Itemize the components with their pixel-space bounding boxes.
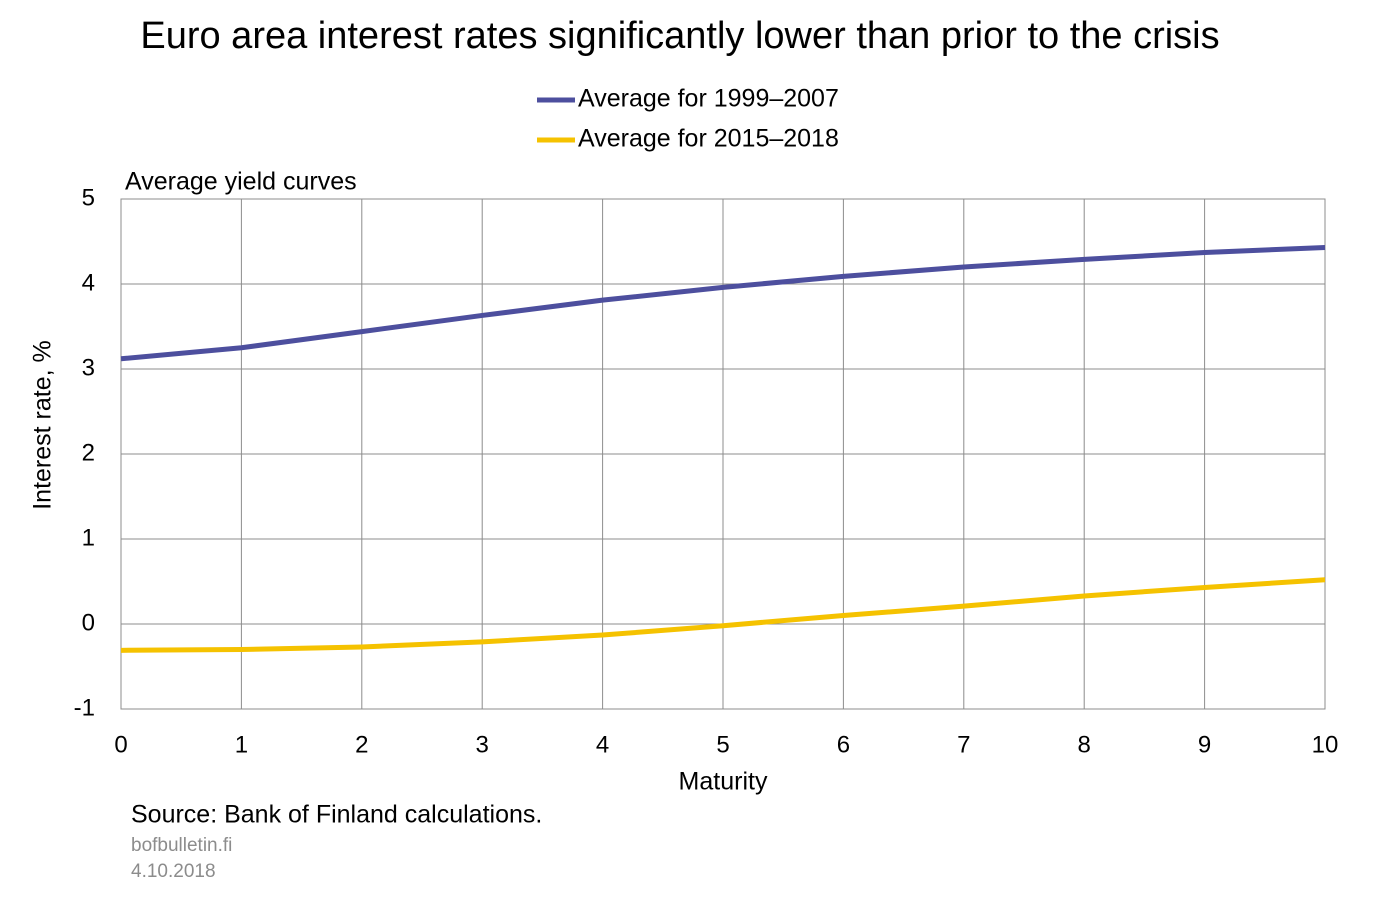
x-tick-label: 1 bbox=[235, 731, 248, 758]
y-tick-label: 5 bbox=[82, 184, 95, 211]
series-line bbox=[120, 577, 1326, 653]
footer-date: 4.10.2018 bbox=[131, 861, 216, 882]
x-tick-label: 6 bbox=[837, 731, 850, 758]
x-tick-label: 2 bbox=[355, 731, 368, 758]
y-tick-label: 2 bbox=[82, 439, 95, 466]
legend-label: Average for 1999–2007 bbox=[578, 85, 839, 113]
source-note: Source: Bank of Finland calculations. bbox=[131, 801, 542, 829]
x-tick-label: 10 bbox=[1312, 731, 1339, 758]
chart-title: Euro area interest rates significantly l… bbox=[140, 15, 1219, 57]
y-tick-label: 0 bbox=[82, 609, 95, 636]
series-line bbox=[120, 244, 1326, 362]
y-tick-label: 3 bbox=[82, 354, 95, 381]
x-tick-label: 8 bbox=[1078, 731, 1091, 758]
x-tick-label: 3 bbox=[476, 731, 489, 758]
x-tick-label: 5 bbox=[716, 731, 729, 758]
footer-site: bofbulletin.fi bbox=[131, 835, 232, 856]
x-tick-label: 9 bbox=[1198, 731, 1211, 758]
y-tick-label: -1 bbox=[74, 694, 95, 721]
x-tick-label: 7 bbox=[957, 731, 970, 758]
chart-subtitle: Average yield curves bbox=[125, 168, 357, 196]
y-tick-label: 4 bbox=[82, 269, 95, 296]
y-tick-label: 1 bbox=[82, 524, 95, 551]
x-axis-label: Maturity bbox=[679, 768, 768, 796]
y-axis-label: Interest rate, % bbox=[29, 340, 57, 510]
x-tick-label: 0 bbox=[114, 731, 127, 758]
x-tick-label: 4 bbox=[596, 731, 609, 758]
legend-label: Average for 2015–2018 bbox=[578, 125, 839, 153]
